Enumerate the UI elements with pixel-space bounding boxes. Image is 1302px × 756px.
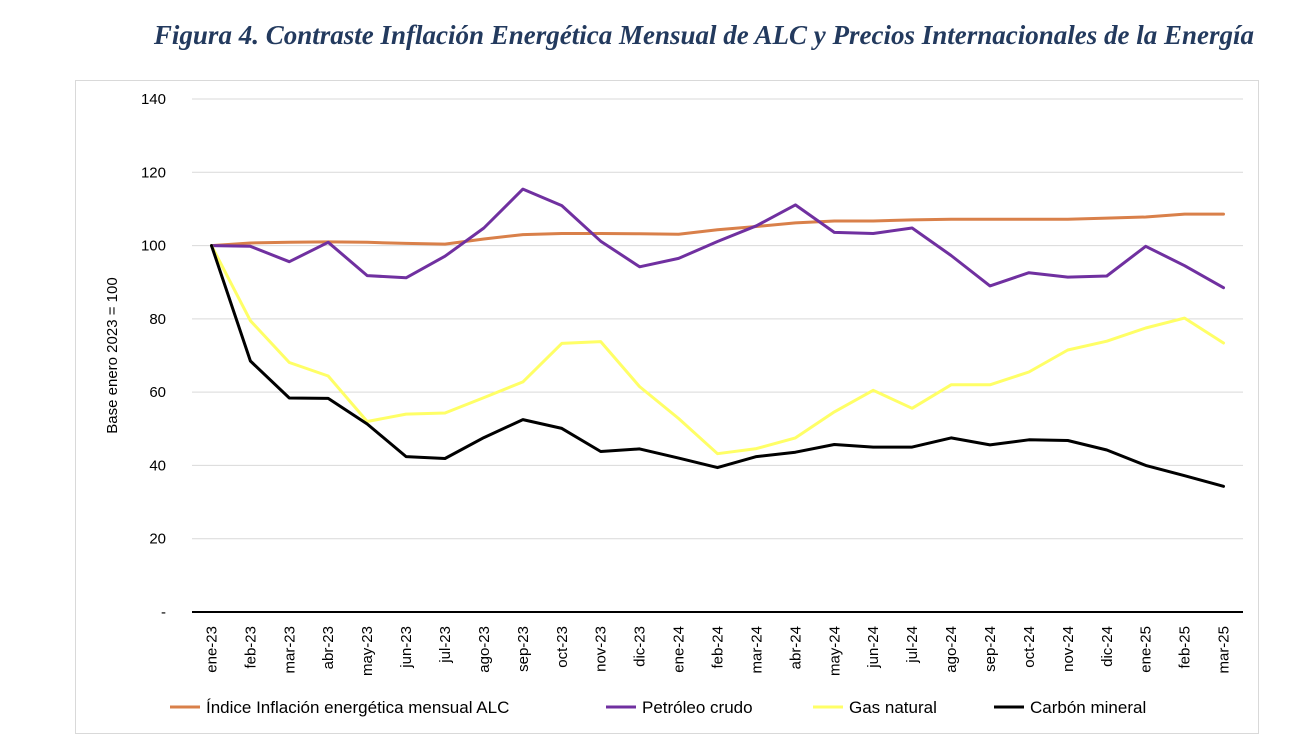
x-tick-label: ago-23	[476, 626, 493, 673]
y-tick-label: 80	[149, 311, 166, 328]
y-tick-label: 60	[149, 384, 166, 401]
x-tick-label: sep-23	[515, 626, 532, 672]
x-tick-label: abr-24	[787, 626, 804, 669]
x-tick-label: oct-24	[1021, 626, 1038, 668]
legend-label: Índice Inflación energética mensual ALC	[206, 698, 509, 717]
y-tick-label: 120	[141, 164, 166, 181]
x-tick-label: mar-25	[1216, 626, 1233, 674]
x-tick-label: nov-23	[593, 626, 610, 672]
x-tick-label: may-23	[359, 626, 376, 676]
y-axis-title: Base enero 2023 = 100	[104, 277, 121, 433]
x-tick-label: mar-24	[748, 626, 765, 674]
x-tick-label: feb-23	[242, 626, 259, 669]
x-tick-label: ene-23	[203, 626, 220, 673]
x-tick-label: may-24	[826, 626, 843, 676]
series-line	[210, 212, 1225, 248]
chart-frame	[75, 80, 1259, 734]
x-tick-label: jul-23	[437, 626, 454, 664]
y-tick-label: 40	[149, 457, 166, 474]
x-tick-label: sep-24	[982, 626, 999, 672]
x-tick-label: dic-24	[1099, 626, 1116, 667]
x-tick-label: oct-23	[554, 626, 571, 668]
y-tick-label: -	[161, 604, 166, 621]
x-tick-label: nov-24	[1060, 626, 1077, 672]
series-line	[210, 244, 1225, 488]
x-tick-label: jul-24	[904, 626, 921, 664]
series-line	[210, 244, 1225, 456]
y-tick-label: 140	[141, 91, 166, 108]
legend-label: Petróleo crudo	[642, 698, 753, 717]
x-tick-label: ago-24	[943, 626, 960, 673]
x-tick-label: jun-23	[398, 626, 415, 669]
y-tick-label: 100	[141, 238, 166, 255]
x-tick-label: ene-25	[1138, 626, 1155, 673]
legend-label: Gas natural	[849, 698, 937, 717]
x-tick-label: feb-24	[710, 626, 727, 669]
x-tick-label: feb-25	[1177, 626, 1194, 669]
x-tick-label: ene-24	[671, 626, 688, 673]
figure-title: Figura 4. Contraste Inflación Energética…	[153, 20, 1254, 50]
x-tick-label: abr-23	[320, 626, 337, 669]
y-tick-label: 20	[149, 531, 166, 548]
x-tick-label: jun-24	[865, 626, 882, 669]
series-line	[210, 187, 1225, 290]
legend-label: Carbón mineral	[1030, 698, 1146, 717]
x-tick-label: mar-23	[281, 626, 298, 674]
x-tick-label: dic-23	[632, 626, 649, 667]
